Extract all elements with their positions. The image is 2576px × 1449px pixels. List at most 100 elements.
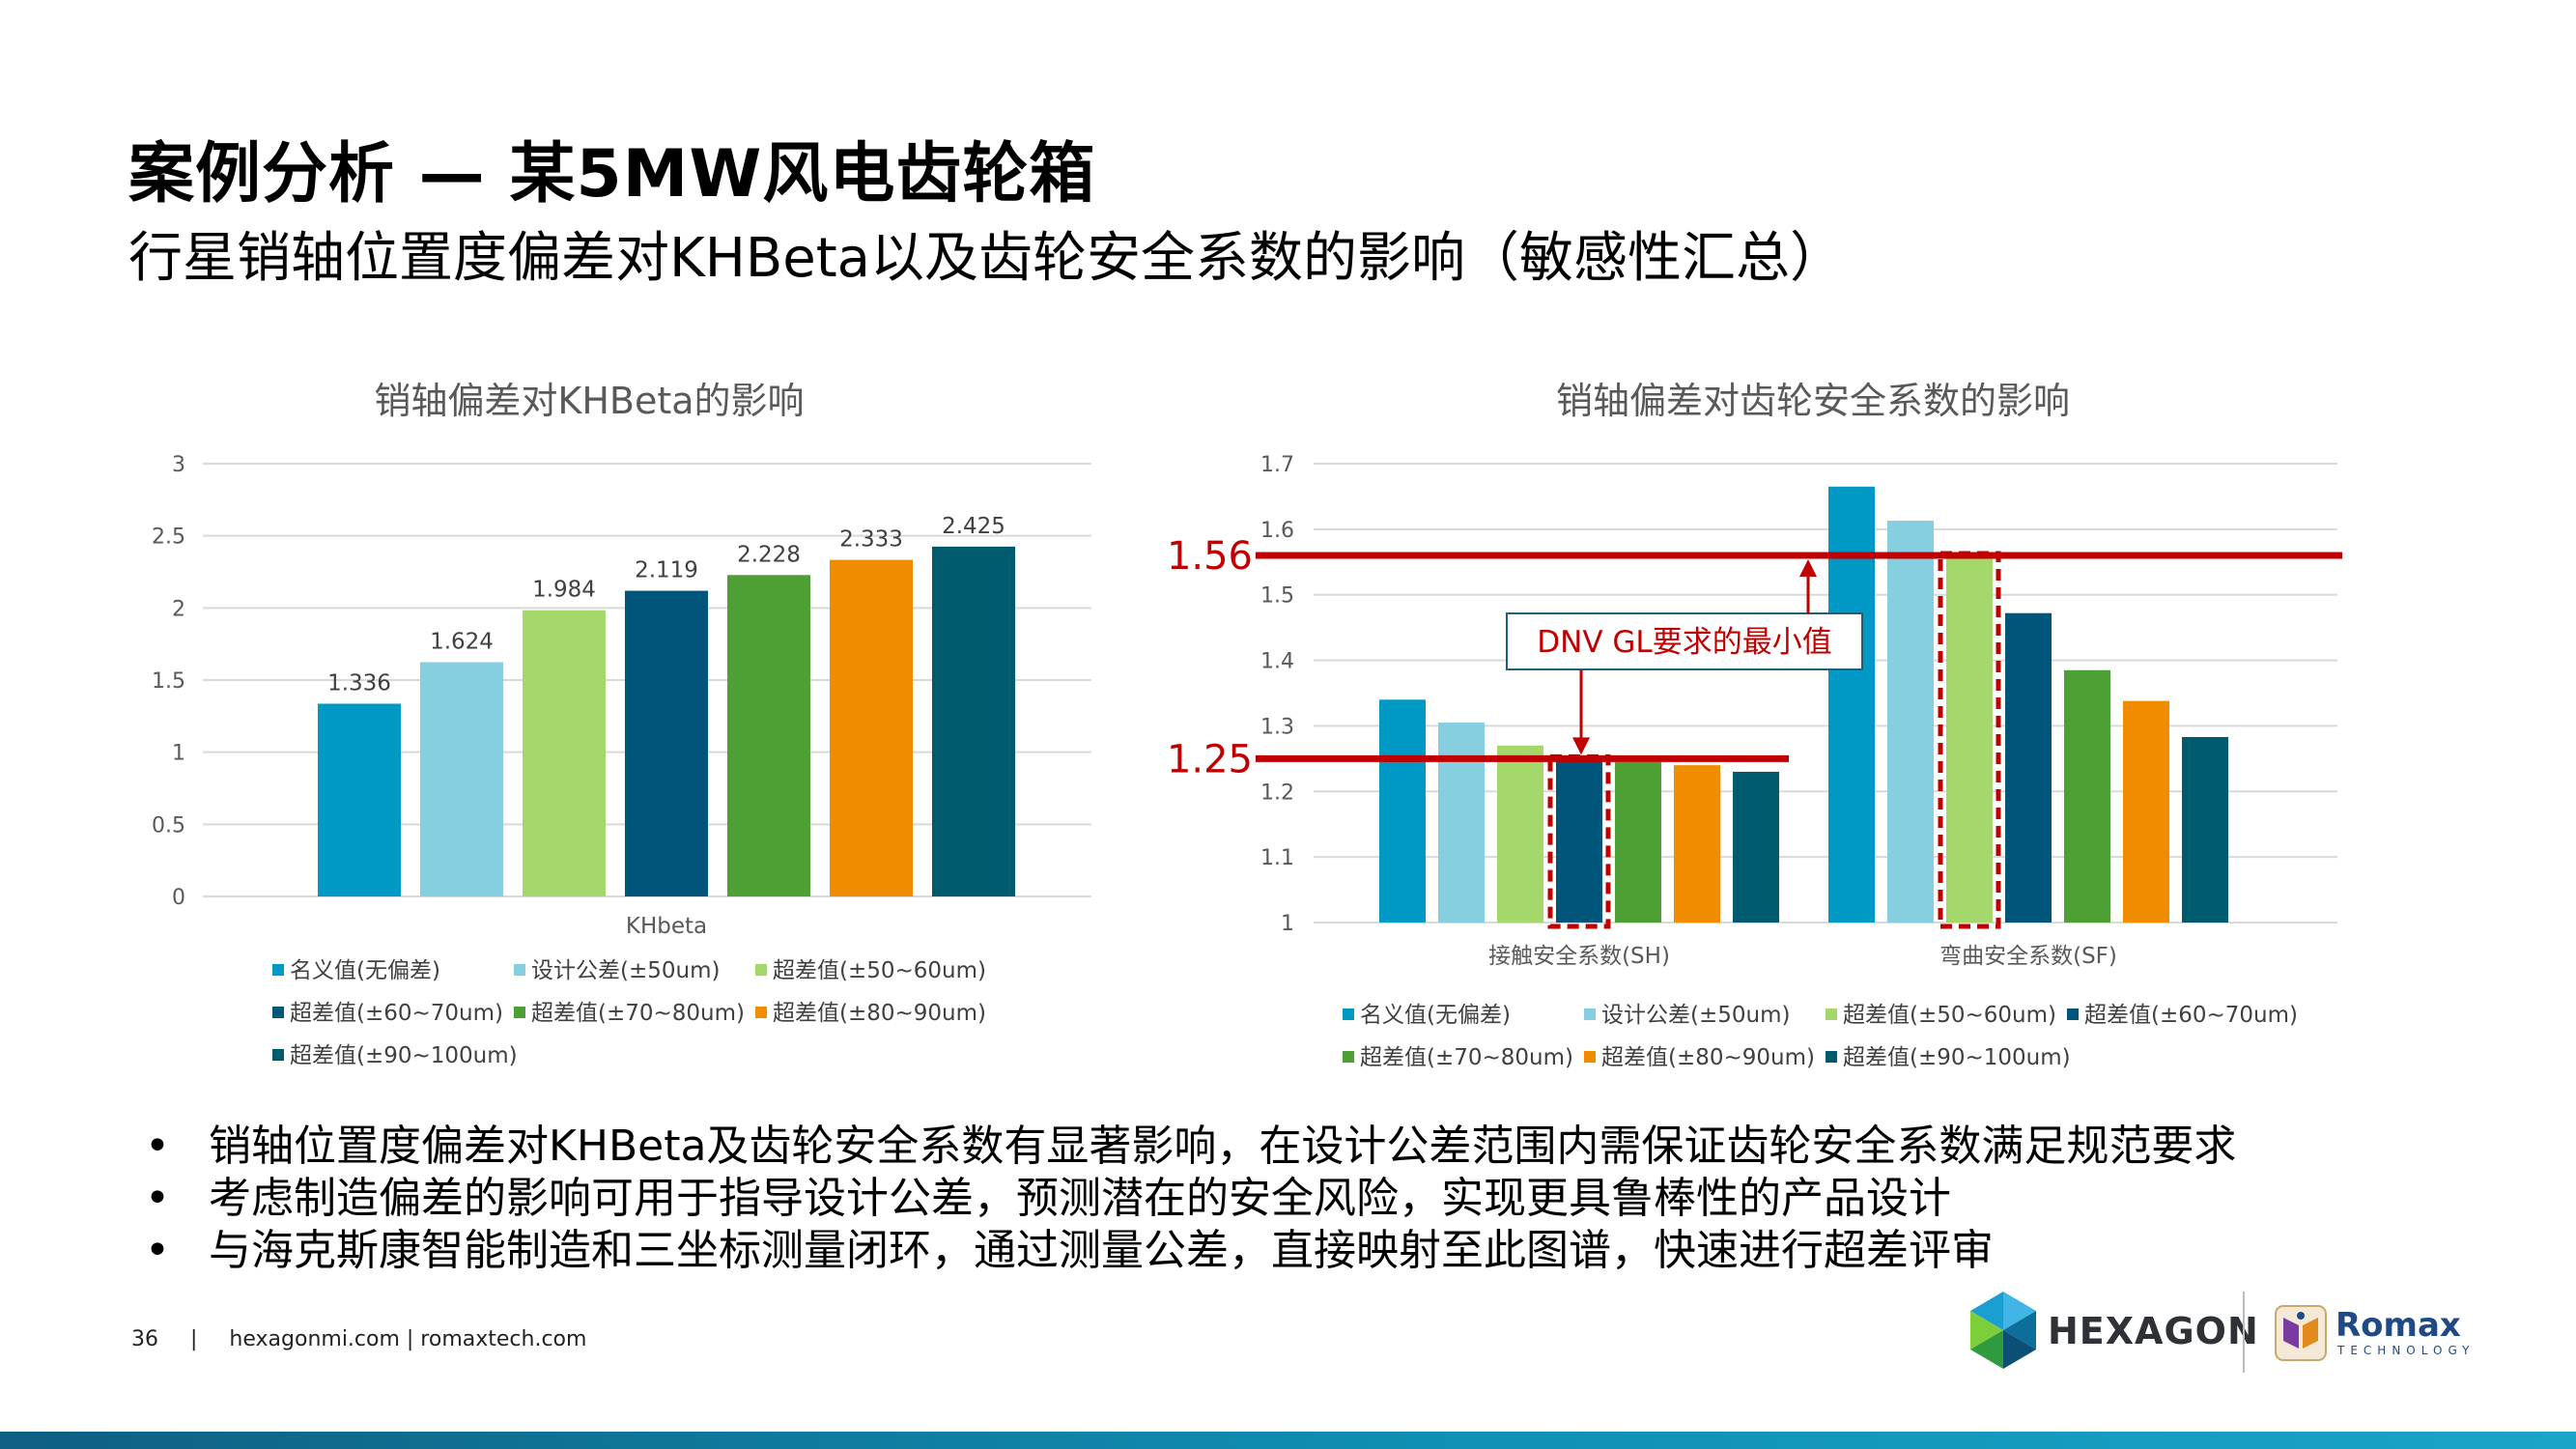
- data-label: 2.119: [635, 558, 698, 583]
- romax-logo-icon: [2275, 1305, 2327, 1361]
- bullet-item: • 考虑制造偏差的影响可用于指导设计公差，预测潜在的安全风险，实现更具鲁棒性的产…: [145, 1173, 2463, 1225]
- y-tick-label: 1.2: [1260, 781, 1294, 805]
- y-tick-label: 1: [172, 742, 185, 766]
- y-tick-label: 0: [172, 886, 185, 910]
- y-tick-label: 1.3: [1260, 715, 1294, 739]
- x-category-label: KHbeta: [626, 914, 707, 939]
- bullet-item: • 与海克斯康智能制造和三坐标测量闭环，通过测量公差，直接映射至此图谱，快速进行…: [145, 1225, 2463, 1277]
- legend-swatch: [514, 964, 525, 976]
- bullet-text: 销轴位置度偏差对KHBeta及齿轮安全系数有显著影响，在设计公差范围内需保证齿轮…: [209, 1122, 2237, 1171]
- bar-2-1: [1828, 486, 1875, 923]
- legend-swatch: [755, 964, 767, 976]
- legend-label: 超差值(±60~70um): [2084, 1003, 2298, 1028]
- legend-swatch: [1343, 1009, 1354, 1020]
- arrow-up-head: [1799, 559, 1817, 577]
- y-tick-label: 1.5: [152, 669, 185, 694]
- bar-1-7: [1733, 771, 1779, 923]
- data-label: 1.336: [327, 670, 391, 696]
- page-title: 案例分析 — 某5MW风电齿轮箱: [128, 136, 1096, 213]
- footer-separator: |: [190, 1327, 198, 1351]
- bar-1-1: [1379, 699, 1426, 923]
- bar-2-6: [2123, 700, 2169, 923]
- footer: 36 | hexagonmi.com | romaxtech.com: [131, 1327, 586, 1351]
- data-label: 2.333: [839, 527, 903, 553]
- legend-label: 超差值(±80~90um): [1601, 1045, 1815, 1070]
- bar-5: [727, 575, 810, 896]
- legend-swatch: [1584, 1009, 1596, 1020]
- bar-1-6: [1674, 765, 1720, 923]
- y-tick-label: 1: [1281, 912, 1294, 936]
- bar-1-4: [1556, 758, 1602, 923]
- chart-title: 销轴偏差对KHBeta的影响: [374, 380, 804, 422]
- bullet-item: • 销轴位置度偏差对KHBeta及齿轮安全系数有显著影响，在设计公差范围内需保证…: [145, 1121, 2463, 1173]
- bullet-marker: •: [145, 1122, 170, 1171]
- y-tick-label: 1.7: [1260, 453, 1294, 477]
- legend-label: 超差值(±50~60um): [773, 958, 986, 983]
- bar-2-3: [1946, 558, 1993, 923]
- bar-3: [523, 610, 606, 896]
- highlight-box: [1938, 551, 2001, 929]
- data-label: 1.984: [532, 578, 596, 603]
- legend-swatch: [514, 1007, 525, 1018]
- bullet-marker: •: [145, 1174, 170, 1223]
- reference-line-label: 1.25: [1167, 737, 1253, 781]
- hexagon-logo-text: HEXAGON: [2048, 1310, 2259, 1352]
- reference-line-label: 1.56: [1167, 534, 1253, 579]
- chart-title: 销轴偏差对齿轮安全系数的影响: [1556, 380, 2070, 422]
- bar-1-3: [1497, 745, 1543, 923]
- x-category-label: 弯曲安全系数(SF): [1939, 944, 2117, 969]
- legend-label: 超差值(±60~70um): [290, 1001, 503, 1026]
- bar-2: [420, 662, 503, 896]
- y-tick-label: 0.5: [152, 813, 185, 838]
- romax-logo-subtext: TECHNOLOGY: [2337, 1344, 2476, 1357]
- bullet-list: • 销轴位置度偏差对KHBeta及齿轮安全系数有显著影响，在设计公差范围内需保证…: [145, 1121, 2463, 1277]
- bottom-accent-bar: [0, 1432, 2576, 1449]
- page-number: 36: [131, 1327, 158, 1351]
- hexagon-logo-icon: [1970, 1292, 2036, 1369]
- legend-label: 名义值(无偏差): [1360, 1003, 1511, 1028]
- data-label: 2.228: [737, 542, 801, 567]
- legend-label: 设计公差(±50um): [531, 958, 720, 983]
- bar-6: [830, 559, 913, 896]
- data-label: 2.425: [942, 514, 1005, 539]
- legend-label: 超差值(±50~60um): [1843, 1003, 2056, 1028]
- legend-label: 超差值(±70~80um): [531, 1001, 745, 1026]
- bar-2-7: [2182, 736, 2228, 923]
- legend-swatch: [272, 1007, 284, 1018]
- bar-2-5: [2064, 669, 2110, 923]
- bar-1-5: [1615, 761, 1661, 923]
- x-category-label: 接触安全系数(SH): [1488, 944, 1670, 969]
- bar-1-2: [1438, 723, 1485, 923]
- bullet-text: 与海克斯康智能制造和三坐标测量闭环，通过测量公差，直接映射至此图谱，快速进行超差…: [209, 1226, 1994, 1275]
- safety-factor-chart: 销轴偏差对齿轮安全系数的影响 1 1.1 1.2 1.3 1.4 1.5 1.6 1.7 接触安全…: [1167, 380, 2342, 1070]
- bar-2-4: [2005, 612, 2052, 923]
- y-tick-label: 2: [172, 597, 185, 621]
- legend-label: 超差值(±90~100um): [290, 1043, 518, 1068]
- highlight-box: [1547, 753, 1611, 929]
- legend-label: 超差值(±80~90um): [773, 1001, 986, 1026]
- bar-4: [625, 590, 708, 896]
- page-subtitle: 行星销轴位置度偏差对KHBeta以及齿轮安全系数的影响（敏感性汇总）: [128, 227, 1844, 290]
- bar-1: [318, 703, 401, 896]
- footer-links[interactable]: hexagonmi.com | romaxtech.com: [229, 1327, 587, 1351]
- legend-label: 超差值(±70~80um): [1360, 1045, 1573, 1070]
- legend-swatch: [755, 1007, 767, 1018]
- legend-swatch: [1584, 1051, 1596, 1063]
- khbeta-chart: 销轴偏差对KHBeta的影响 0 0.5 1 1.5 2 2.5 3 1.336 1.624 1.9…: [152, 380, 1091, 1068]
- legend-label: 超差值(±90~100um): [1843, 1045, 2071, 1070]
- data-label: 1.624: [430, 629, 494, 654]
- y-tick-label: 2.5: [152, 526, 185, 550]
- y-tick-label: 1.4: [1260, 650, 1294, 674]
- legend-swatch: [2067, 1009, 2079, 1020]
- legend-label: 设计公差(±50um): [1601, 1003, 1790, 1028]
- legend-swatch: [1826, 1051, 1837, 1063]
- romax-logo-text: Romax: [2335, 1306, 2461, 1345]
- annotation-text: DNV GL要求的最小值: [1537, 625, 1831, 660]
- arrow-down-head: [1572, 737, 1590, 755]
- y-tick-label: 1.6: [1260, 519, 1294, 543]
- legend-swatch: [1343, 1051, 1354, 1063]
- legend-swatch: [272, 1049, 284, 1061]
- bar-7: [932, 546, 1015, 896]
- legend-swatch: [1826, 1009, 1837, 1020]
- annotation-box: [1506, 612, 1863, 670]
